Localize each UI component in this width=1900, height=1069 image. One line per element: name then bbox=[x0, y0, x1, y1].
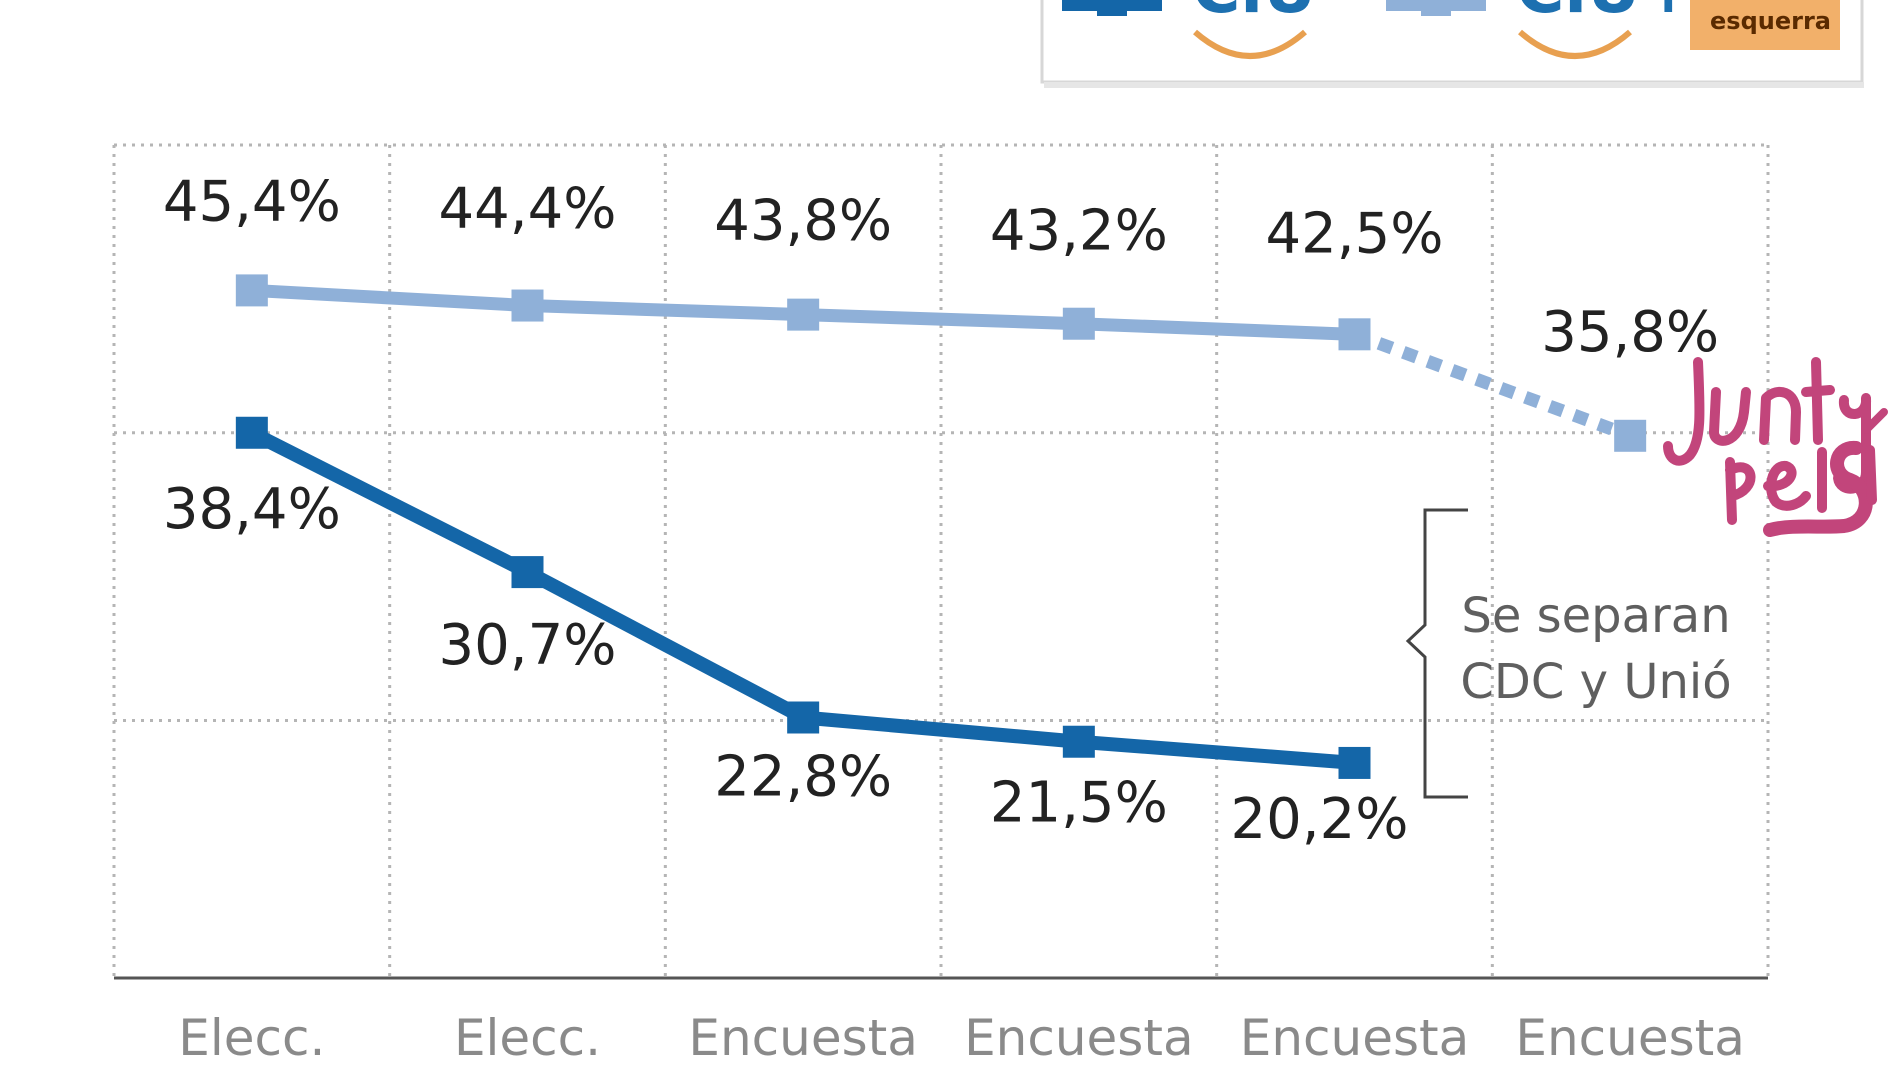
data-point bbox=[235, 274, 268, 307]
x-tick-label: Encuesta bbox=[1240, 1009, 1470, 1067]
series-line-segment bbox=[248, 426, 531, 579]
data-label: 45,4% bbox=[163, 169, 341, 234]
series-line-segment bbox=[1078, 317, 1355, 341]
data-point bbox=[787, 298, 820, 331]
data-label: 43,2% bbox=[990, 199, 1168, 264]
legend-arc-ciu-icon bbox=[1193, 29, 1307, 59]
x-tick-label: Elecc. bbox=[178, 1009, 325, 1067]
data-label: 42,5% bbox=[1266, 201, 1444, 266]
x-tick-label: Encuesta bbox=[688, 1009, 918, 1067]
data-label: 44,4% bbox=[439, 177, 617, 242]
legend-text-ciu-erc: CiU+ bbox=[1516, 0, 1696, 28]
data-point bbox=[511, 289, 544, 322]
data-point bbox=[511, 556, 544, 589]
grid bbox=[112, 143, 1770, 980]
data-label: 35,8% bbox=[1541, 300, 1719, 365]
legend: CiU CiU+ esquerra bbox=[1040, 0, 1864, 88]
legend-marker-ciu bbox=[1097, 0, 1127, 16]
data-point bbox=[1062, 725, 1095, 758]
esquerra-logo-text: esquerra bbox=[1710, 7, 1831, 35]
legend-box-shadow bbox=[1044, 82, 1864, 88]
data-label: 22,8% bbox=[714, 744, 892, 809]
data-labels: 45,4% 44,4% 43,8% 43,2% 42,5% 35,8% 38,4% 30,7%… bbox=[163, 169, 1719, 852]
annotation-line-1: Se separan bbox=[1461, 588, 1730, 644]
separation-annotation: Se separan CDC y Unió bbox=[1405, 508, 1732, 799]
series-line-segment bbox=[251, 283, 528, 313]
series-line-segment bbox=[527, 299, 804, 322]
data-point bbox=[1614, 419, 1647, 452]
series-line-segment bbox=[1352, 328, 1633, 442]
legend-arc-ciu-erc-icon bbox=[1518, 29, 1632, 59]
data-label: 20,2% bbox=[1231, 787, 1409, 852]
data-point bbox=[787, 701, 820, 734]
series-line-segment bbox=[802, 710, 1080, 749]
series-layer bbox=[235, 274, 1647, 779]
data-point bbox=[235, 416, 268, 449]
data-label: 30,7% bbox=[439, 613, 617, 678]
esquerra-logo bbox=[1690, 0, 1840, 50]
data-point bbox=[1338, 746, 1371, 779]
x-tick-label: Elecc. bbox=[454, 1009, 601, 1067]
x-tick-label: Encuesta bbox=[964, 1009, 1194, 1067]
data-label: 21,5% bbox=[990, 771, 1168, 836]
annotation-line-2: CDC y Unió bbox=[1460, 654, 1731, 710]
data-label: 43,8% bbox=[714, 189, 892, 254]
data-point bbox=[1062, 307, 1095, 340]
data-label: 38,4% bbox=[163, 477, 341, 542]
series-line-segment bbox=[524, 565, 807, 724]
x-axis-ticks: Elecc. Elecc. Encuesta Encuesta Encuesta Encu… bbox=[178, 1009, 1745, 1067]
data-point bbox=[1338, 318, 1371, 351]
x-tick-label: Encuesta bbox=[1515, 1009, 1745, 1067]
legend-text-ciu: CiU bbox=[1192, 0, 1317, 28]
series-line-segment bbox=[1078, 734, 1356, 770]
annotation-bracket bbox=[1405, 508, 1468, 799]
junts-pel-si-logo bbox=[1663, 357, 1888, 537]
series-line-segment bbox=[802, 308, 1080, 331]
legend-marker-ciu-erc bbox=[1421, 0, 1451, 16]
